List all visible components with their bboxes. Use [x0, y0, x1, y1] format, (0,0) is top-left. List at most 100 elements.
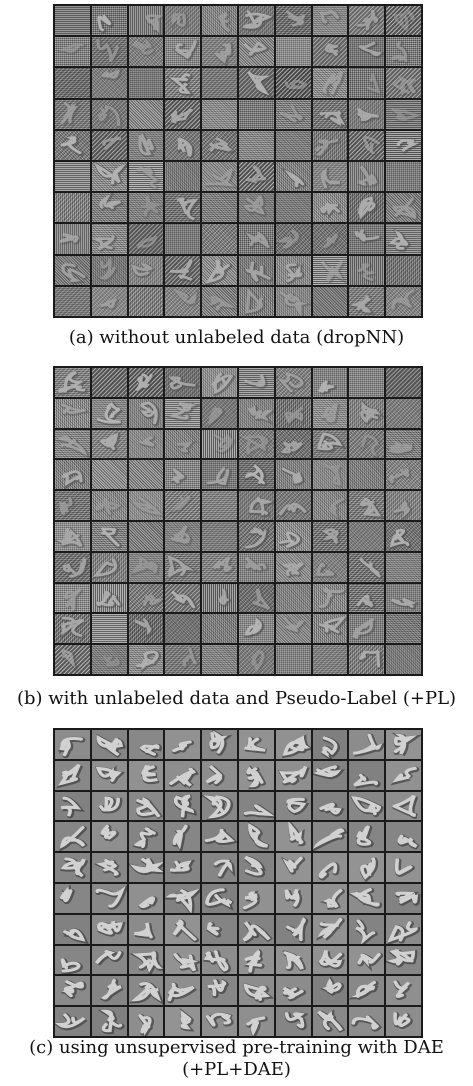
- filter-tile: [349, 368, 385, 397]
- filter-tile: [312, 193, 348, 223]
- filter-tile: [312, 583, 348, 613]
- filter-tile: [238, 583, 274, 613]
- filter-tile: [165, 398, 201, 428]
- filter-tile: [202, 614, 237, 644]
- filter-tile: [128, 460, 164, 490]
- filter-tile: [386, 224, 421, 254]
- filter-grid-a: [53, 4, 423, 318]
- filter-tile: [91, 6, 127, 36]
- filter-tile: [386, 645, 421, 674]
- filter-tile: [91, 193, 127, 223]
- filter-tile: [312, 883, 348, 913]
- filter-tile: [349, 730, 385, 759]
- filter-tile: [349, 822, 385, 852]
- filter-tile: [238, 853, 274, 882]
- filter-tile: [275, 255, 311, 285]
- filter-tile: [165, 583, 201, 613]
- filter-tile: [349, 286, 385, 316]
- filter-tile: [202, 645, 237, 674]
- filter-tile: [91, 37, 127, 67]
- filter-tile: [128, 68, 164, 98]
- filter-tile: [349, 521, 385, 551]
- filter-tile: [312, 822, 348, 852]
- filter-tile: [275, 1007, 311, 1036]
- filter-tile: [55, 791, 90, 821]
- filter-tile: [202, 224, 237, 254]
- filter-grid-b: [53, 366, 423, 676]
- filter-tile: [202, 429, 237, 459]
- filter-tile: [55, 224, 90, 254]
- filter-tile: [312, 645, 348, 674]
- filter-tile: [91, 730, 127, 759]
- filter-tile: [386, 614, 421, 644]
- filter-tile: [312, 914, 348, 944]
- filter-tile: [202, 6, 237, 36]
- filter-tile: [128, 614, 164, 644]
- filter-tile: [349, 162, 385, 192]
- filter-tile: [275, 398, 311, 428]
- filter-tile: [349, 37, 385, 67]
- filter-tile: [238, 286, 274, 316]
- filter-tile: [202, 193, 237, 223]
- filter-tile: [165, 791, 201, 821]
- filter-tile: [165, 130, 201, 160]
- filter-tile: [91, 791, 127, 821]
- filter-tile: [386, 6, 421, 36]
- filter-tile: [386, 791, 421, 821]
- filter-tile: [386, 914, 421, 944]
- filter-tile: [349, 460, 385, 490]
- filter-tile: [128, 398, 164, 428]
- filter-tile: [91, 583, 127, 613]
- filter-tile: [275, 193, 311, 223]
- filter-tile: [55, 162, 90, 192]
- filter-tile: [202, 976, 237, 1006]
- filter-tile: [312, 224, 348, 254]
- filter-tile: [238, 791, 274, 821]
- filter-tile: [238, 398, 274, 428]
- filter-tile: [91, 760, 127, 790]
- filter-tile: [275, 521, 311, 551]
- filter-tile: [386, 552, 421, 582]
- filter-tile: [312, 6, 348, 36]
- filter-tile: [128, 914, 164, 944]
- filter-tile: [275, 460, 311, 490]
- filter-tile: [349, 583, 385, 613]
- filter-tile: [55, 255, 90, 285]
- filter-tile: [202, 398, 237, 428]
- filter-tile: [165, 99, 201, 129]
- filter-tile: [55, 822, 90, 852]
- filter-tile: [165, 286, 201, 316]
- filter-tile: [238, 822, 274, 852]
- filter-tile: [312, 945, 348, 975]
- filter-tile: [91, 460, 127, 490]
- filter-tile: [165, 6, 201, 36]
- filter-tile: [312, 368, 348, 397]
- filter-tile: [202, 521, 237, 551]
- filter-tile: [312, 614, 348, 644]
- filter-tile: [91, 914, 127, 944]
- filter-tile: [91, 491, 127, 520]
- filter-tile: [349, 68, 385, 98]
- filter-tile: [275, 286, 311, 316]
- filter-tile: [386, 37, 421, 67]
- filter-tile: [312, 460, 348, 490]
- filter-tile: [55, 760, 90, 790]
- filter-tile: [275, 822, 311, 852]
- filter-tile: [238, 914, 274, 944]
- filter-tile: [202, 255, 237, 285]
- filter-tile: [165, 491, 201, 520]
- caption-c-line2: (+PL+DAE): [182, 1059, 291, 1080]
- filter-tile: [128, 6, 164, 36]
- filter-tile: [55, 99, 90, 129]
- filter-tile: [275, 883, 311, 913]
- filter-tile: [165, 614, 201, 644]
- filter-tile: [128, 791, 164, 821]
- filter-tile: [386, 976, 421, 1006]
- filter-tile: [165, 853, 201, 882]
- filter-tile: [386, 730, 421, 759]
- filter-tile: [55, 286, 90, 316]
- filter-tile: [275, 130, 311, 160]
- filter-tile: [349, 552, 385, 582]
- filter-tile: [202, 791, 237, 821]
- filter-tile: [91, 130, 127, 160]
